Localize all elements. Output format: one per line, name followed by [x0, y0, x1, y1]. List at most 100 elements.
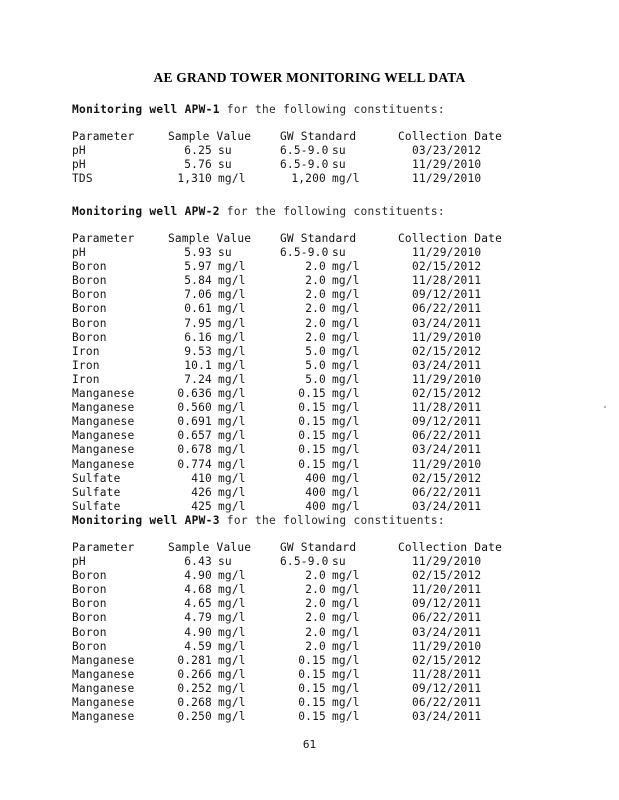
- gw-standard-unit: mg/l: [332, 499, 360, 513]
- sample-value-unit: mg/l: [218, 696, 246, 710]
- cell-collection-date: 11/28/2011: [398, 274, 518, 288]
- collection-date-value: 11/28/2011: [412, 274, 482, 288]
- table-row: pH 6.43 su 6.5-9.0 su 11/29/2010: [72, 555, 518, 569]
- cell-gw-standard: 0.15 mg/l: [280, 458, 398, 472]
- cell-parameter: Sulfate: [72, 499, 121, 513]
- cell-parameter: Boron: [72, 569, 107, 583]
- cell-parameter: Manganese: [72, 696, 135, 710]
- table-row: Boron 4.65 mg/l 2.0 mg/l 09/12/2011: [72, 597, 518, 611]
- sample-value-number: 0.774: [177, 457, 212, 471]
- cell-collection-date: 06/22/2011: [398, 696, 518, 710]
- cell-gw-standard: 0.15 mg/l: [280, 710, 398, 724]
- gw-standard-unit: mg/l: [332, 639, 360, 653]
- cell-gw-standard: 2.0 mg/l: [280, 611, 398, 625]
- data-table: Parameter Sample Value GW Standard Colle…: [72, 232, 518, 514]
- gw-standard-unit: su: [332, 555, 346, 569]
- gw-standard-number: 0.15: [298, 415, 326, 429]
- cell-sample-value: 10.1 mg/l: [168, 359, 280, 373]
- sample-value-number: 4.90: [184, 569, 212, 583]
- column-header-parameter: Parameter: [72, 232, 135, 245]
- collection-date-value: 06/22/2011: [412, 611, 482, 625]
- gw-standard-unit: mg/l: [332, 172, 360, 186]
- cell-collection-date: 03/24/2011: [398, 317, 518, 331]
- cell-collection-date: 03/24/2011: [398, 500, 518, 514]
- cell-collection-date: 09/12/2011: [398, 597, 518, 611]
- table-row: Boron 4.79 mg/l 2.0 mg/l 06/22/2011: [72, 611, 518, 625]
- gw-standard-unit: mg/l: [332, 260, 360, 274]
- table-row: Iron 7.24 mg/l 5.0 mg/l 11/29/2010: [72, 373, 518, 387]
- sample-value-unit: mg/l: [218, 358, 246, 372]
- cell-collection-date: 02/15/2012: [398, 472, 518, 486]
- table-row: Boron 0.61 mg/l 2.0 mg/l 06/22/2011: [72, 302, 518, 316]
- gw-standard-unit: mg/l: [332, 710, 360, 724]
- well-section-apw-2: Monitoring well APW-2 for the following …: [72, 205, 592, 514]
- cell-collection-date: 03/24/2011: [398, 359, 518, 373]
- sample-value-number: 1,310: [177, 172, 212, 186]
- cell-gw-standard: 2.0 mg/l: [280, 288, 398, 302]
- gw-standard-number: 2.0: [305, 330, 326, 344]
- well-section-apw-1: Monitoring well APW-1 for the following …: [72, 103, 592, 186]
- cell-parameter: Boron: [72, 316, 107, 330]
- cell-gw-standard: 0.15 mg/l: [280, 387, 398, 401]
- sample-value-unit: mg/l: [218, 260, 246, 274]
- sample-value-number: 4.59: [184, 639, 212, 653]
- cell-sample-value: 0.774 mg/l: [168, 458, 280, 472]
- sample-value-number: 0.61: [184, 302, 212, 316]
- cell-collection-date: 02/15/2012: [398, 654, 518, 668]
- table-row: Boron 6.16 mg/l 2.0 mg/l 11/29/2010: [72, 331, 518, 345]
- cell-collection-date: 02/15/2012: [398, 569, 518, 583]
- cell-sample-value: 426 mg/l: [168, 486, 280, 500]
- sample-value-number: 0.691: [177, 415, 212, 429]
- cell-gw-standard: 400 mg/l: [280, 500, 398, 514]
- gw-standard-number: 400: [305, 471, 326, 485]
- gw-standard-unit: mg/l: [332, 415, 360, 429]
- table-row: pH 5.93 su 6.5-9.0 su 11/29/2010: [72, 246, 518, 260]
- collection-date-value: 02/15/2012: [412, 471, 482, 485]
- column-header-gw-standard: GW Standard: [280, 232, 357, 245]
- section-heading: Monitoring well APW-1 for the following …: [72, 103, 592, 116]
- well-id: APW-3: [184, 514, 220, 527]
- cell-gw-standard: 0.15 mg/l: [280, 654, 398, 668]
- sample-value-number: 5.93: [184, 246, 212, 260]
- sample-value-number: 7.95: [184, 316, 212, 330]
- gw-standard-unit: mg/l: [332, 485, 360, 499]
- cell-gw-standard: 400 mg/l: [280, 486, 398, 500]
- table-row: Manganese 0.657 mg/l 0.15 mg/l 06/22/2011: [72, 429, 518, 443]
- cell-parameter: Sulfate: [72, 485, 121, 499]
- collection-date-value: 02/15/2012: [412, 569, 482, 583]
- sample-value-unit: mg/l: [218, 316, 246, 330]
- collection-date-value: 09/12/2011: [412, 681, 482, 695]
- cell-sample-value: 0.560 mg/l: [168, 401, 280, 415]
- column-header-parameter: Parameter: [72, 541, 135, 554]
- table-row: Boron 7.06 mg/l 2.0 mg/l 09/12/2011: [72, 288, 518, 302]
- cell-sample-value: 0.691 mg/l: [168, 415, 280, 429]
- cell-sample-value: 4.59 mg/l: [168, 640, 280, 654]
- cell-collection-date: 06/22/2011: [398, 486, 518, 500]
- cell-parameter: Boron: [72, 583, 107, 597]
- sample-value-number: 0.268: [177, 696, 212, 710]
- cell-sample-value: 0.281 mg/l: [168, 654, 280, 668]
- gw-standard-unit: mg/l: [332, 653, 360, 667]
- table-row: Iron 10.1 mg/l 5.0 mg/l 03/24/2011: [72, 359, 518, 373]
- cell-gw-standard: 0.15 mg/l: [280, 668, 398, 682]
- cell-gw-standard: 2.0 mg/l: [280, 274, 398, 288]
- gw-standard-unit: mg/l: [332, 274, 360, 288]
- gw-standard-number: 5.0: [305, 358, 326, 372]
- cell-gw-standard: 6.5-9.0 su: [280, 246, 398, 260]
- sample-value-number: 5.84: [184, 274, 212, 288]
- sample-value-unit: mg/l: [218, 330, 246, 344]
- table-row: Sulfate 426 mg/l 400 mg/l 06/22/2011: [72, 486, 518, 500]
- cell-collection-date: 11/29/2010: [398, 246, 518, 260]
- gw-standard-number: 0.15: [298, 696, 326, 710]
- gw-standard-unit: mg/l: [332, 625, 360, 639]
- cell-parameter: Boron: [72, 288, 107, 302]
- collection-date-value: 11/29/2010: [412, 372, 482, 386]
- table-row: Boron 5.84 mg/l 2.0 mg/l 11/28/2011: [72, 274, 518, 288]
- gw-standard-unit: mg/l: [332, 696, 360, 710]
- table-row: TDS 1,310 mg/l 1,200 mg/l 11/29/2010: [72, 172, 518, 186]
- table-row: Manganese 0.691 mg/l 0.15 mg/l 09/12/2011: [72, 415, 518, 429]
- collection-date-value: 02/15/2012: [412, 344, 482, 358]
- column-header-parameter: Parameter: [72, 130, 135, 143]
- gw-standard-unit: mg/l: [332, 611, 360, 625]
